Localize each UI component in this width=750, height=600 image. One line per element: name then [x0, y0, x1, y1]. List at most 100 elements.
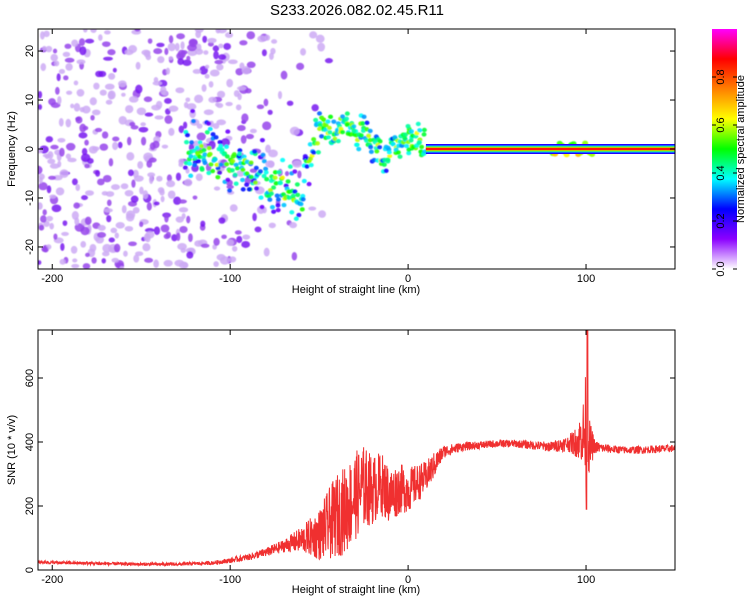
heatmap-cell [49, 194, 57, 199]
colorbar-tick-label: 0.8 [715, 69, 727, 84]
colorbar-tick-label: 0.2 [715, 213, 727, 228]
heatmap-cell [226, 184, 234, 189]
heatmap-cell [79, 107, 85, 113]
heatmap-cell [285, 179, 291, 184]
heatmap-cell [108, 237, 115, 243]
heatmap-cell [235, 68, 244, 76]
heatmap-cell [209, 69, 220, 77]
heatmap-cell [302, 154, 308, 159]
heatmap-cell [368, 144, 374, 150]
heatmap-cell [46, 215, 54, 222]
heatmap-cell [134, 29, 141, 32]
heatmap-cell [197, 154, 203, 159]
heatmap-cell [79, 46, 87, 56]
heatmap-cell [306, 181, 312, 187]
heatmap-cell [248, 174, 254, 180]
heatmap-cell [300, 193, 306, 199]
heatmap-cell [261, 49, 267, 57]
heatmap-cell [194, 29, 204, 34]
heatmap-cell [192, 195, 198, 200]
heatmap-cell [78, 132, 88, 139]
heatmap-cell [40, 215, 47, 223]
heatmap-cell [160, 195, 165, 203]
heatmap-cell [165, 67, 170, 75]
heatmap-cell [84, 139, 89, 146]
heatmap-cell [235, 104, 242, 111]
heatmap-cell [233, 181, 239, 186]
x-tick-label: 100 [577, 574, 595, 586]
heatmap-cell [385, 157, 391, 162]
heatmap-cell [50, 53, 58, 62]
heatmap-cell [115, 221, 125, 229]
heatmap-cell [275, 203, 281, 208]
heatmap-cell [66, 142, 76, 151]
heatmap-cell [102, 174, 112, 183]
heatmap-cell [276, 170, 282, 175]
heatmap-cell [286, 100, 294, 106]
heatmap-cell [377, 139, 383, 144]
snr-frame [37, 329, 676, 571]
heatmap-cell [131, 179, 136, 188]
heatmap-cell [49, 222, 55, 230]
heatmap-cell [249, 128, 257, 134]
heatmap-cell [227, 59, 238, 65]
x-tick-label: 0 [405, 574, 411, 586]
heatmap-cell [294, 182, 300, 187]
heatmap-cell [135, 84, 143, 94]
heatmap-cell [153, 48, 163, 55]
x-tick-label: 100 [577, 273, 595, 285]
heatmap-cell [289, 222, 297, 229]
colorbar-tick-label: 0.0 [715, 261, 727, 276]
heatmap-cell [166, 180, 176, 188]
heatmap-cell [292, 189, 298, 194]
heatmap-cell [224, 32, 234, 38]
heatmap-cell [272, 175, 278, 180]
heatmap-cell [244, 182, 250, 187]
heatmap-cell [313, 117, 319, 123]
snr-series-line [38, 330, 675, 568]
heatmap-cell [125, 210, 136, 219]
heatmap-cell [309, 31, 318, 39]
heatmap-cell [188, 173, 194, 178]
colorbar-label: Normalized spectral amplitude [735, 75, 747, 223]
heatmap-cell [156, 42, 165, 48]
heatmap-cell [105, 99, 113, 105]
heatmap-cell [240, 187, 246, 192]
heatmap-cell [263, 166, 269, 172]
heatmap-cell [257, 169, 263, 174]
heatmap-cell [260, 152, 266, 158]
heatmap-cell [252, 149, 258, 154]
heatmap-cell [38, 90, 43, 99]
heatmap-cell [205, 64, 210, 69]
heatmap-cell [163, 259, 173, 267]
heatmap-cell [374, 149, 380, 154]
heatmap-cell [363, 138, 369, 143]
heatmap-cell [179, 226, 188, 233]
heatmap-cell [232, 172, 238, 178]
heatmap-cell [184, 139, 190, 145]
heatmap-cell [258, 195, 264, 200]
heatmap-cell [215, 102, 220, 107]
heatmap-cell [219, 256, 230, 265]
heatmap-cell [103, 30, 111, 35]
heatmap-cell [175, 172, 182, 181]
heatmap-cell [61, 231, 69, 236]
heatmap-cell [38, 260, 42, 265]
heatmap-cell [38, 202, 43, 210]
heatmap-cell [224, 161, 230, 167]
heatmap-cell [246, 187, 252, 192]
heatmap-cell [41, 246, 48, 253]
heatmap-cell [178, 207, 189, 213]
heatmap-cell [167, 190, 176, 199]
heatmap-cell [76, 59, 86, 65]
heatmap-cell [237, 125, 246, 132]
heatmap-cell [229, 256, 237, 263]
heatmap-cell [318, 210, 327, 218]
heatmap-cell [104, 83, 115, 90]
heatmap-cell [52, 48, 58, 54]
heatmap-x-label: Height of straight line (km) [292, 284, 420, 296]
heatmap-cell [218, 43, 224, 49]
heatmap-cell [94, 127, 103, 133]
heatmap-cell [194, 240, 204, 247]
heatmap-cell [417, 128, 423, 133]
